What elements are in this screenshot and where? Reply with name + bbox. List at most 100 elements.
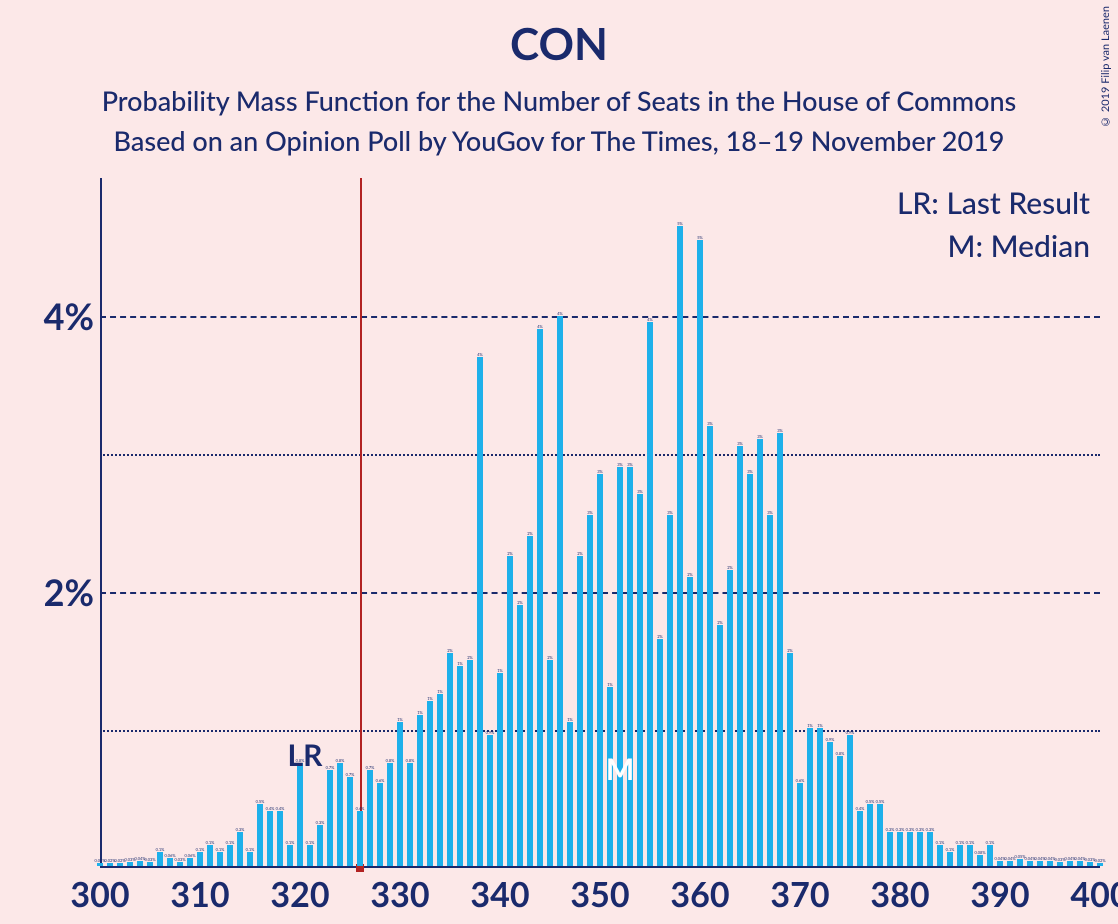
- bar-value-label: 2%: [657, 634, 663, 639]
- bar: 3%: [617, 467, 623, 866]
- bar: 1%: [457, 666, 463, 866]
- bar: 0.4%: [277, 811, 283, 866]
- bar-value-label: 1%: [397, 717, 403, 722]
- x-tick-label: 370: [770, 874, 829, 915]
- bar: 0.3%: [897, 832, 903, 866]
- bar: 0.1%: [937, 845, 943, 866]
- bar-value-label: 5%: [677, 221, 683, 226]
- bar-value-label: 3%: [747, 469, 753, 474]
- x-tick-label: 400: [1070, 874, 1118, 915]
- bar: 0.1%: [247, 852, 253, 866]
- bar-value-label: 3%: [587, 510, 593, 515]
- last-result-marker-label: LR: [288, 737, 323, 773]
- bar-value-label: 0.4%: [276, 806, 285, 811]
- bar: 2%: [507, 556, 513, 866]
- bar: 0.1%: [217, 852, 223, 866]
- bar-value-label: 0.5%: [866, 799, 875, 804]
- bar: 0.05%: [1017, 859, 1023, 866]
- bar-value-label: 0.08%: [974, 850, 985, 855]
- bar: 0.3%: [887, 832, 893, 866]
- bar-value-label: 4%: [647, 317, 653, 322]
- bar: 2%: [787, 653, 793, 866]
- bar: 1%: [437, 694, 443, 866]
- bar: 1%: [817, 728, 823, 866]
- bar: 0.06%: [187, 858, 193, 866]
- bar-value-label: 0.3%: [926, 827, 935, 832]
- bar: 3%: [627, 467, 633, 866]
- bar-value-label: 2%: [547, 655, 553, 660]
- bar: 0.03%: [1057, 862, 1063, 866]
- bar: 2%: [687, 577, 693, 866]
- bar: 0.3%: [317, 825, 323, 866]
- chart-subtitle-2: Based on an Opinion Poll by YouGov for T…: [0, 124, 1118, 157]
- bar-value-label: 0.7%: [326, 765, 335, 770]
- bar-value-label: 0.5%: [256, 799, 265, 804]
- chart-subtitle-1: Probability Mass Function for the Number…: [0, 84, 1118, 117]
- bar-value-label: 0.1%: [216, 847, 225, 852]
- bar-value-label: 1%: [457, 661, 463, 666]
- bar-value-label: 3%: [737, 441, 743, 446]
- bar-value-label: 2%: [467, 655, 473, 660]
- bar: 4%: [477, 357, 483, 866]
- bar-value-label: 0.1%: [246, 847, 255, 852]
- y-tick-label: 4%: [4, 294, 94, 338]
- bar: 0.02%: [1097, 863, 1103, 866]
- bar-value-label: 0.3%: [906, 827, 915, 832]
- bar-value-label: 1%: [567, 717, 573, 722]
- bar: 3%: [757, 439, 763, 866]
- bar: 0.7%: [367, 770, 373, 866]
- bar: 0.3%: [907, 832, 913, 866]
- bar-value-label: 3%: [617, 462, 623, 467]
- median-marker-label: M: [606, 751, 634, 787]
- bar: 3%: [587, 515, 593, 866]
- x-tick-label: 390: [970, 874, 1029, 915]
- bar-value-label: 0.3%: [236, 827, 245, 832]
- bar: 0.03%: [1087, 862, 1093, 866]
- bar-value-label: 1%: [817, 723, 823, 728]
- bar: 4%: [647, 322, 653, 866]
- bar: 0.6%: [377, 783, 383, 866]
- bar-value-label: 1%: [427, 696, 433, 701]
- bar: 0.7%: [347, 777, 353, 866]
- bar: 3%: [747, 474, 753, 866]
- bar: 2%: [527, 536, 533, 866]
- x-tick-labels: 300310320330340350360370380390400: [100, 874, 1100, 924]
- bar-value-label: 4%: [557, 311, 563, 316]
- bar: 1%: [497, 673, 503, 866]
- bar: 2%: [467, 660, 473, 866]
- y-tick-label: 2%: [4, 570, 94, 614]
- bar: 3%: [637, 494, 643, 866]
- bar-value-label: 2%: [727, 565, 733, 570]
- bar-value-label: 0.1%: [286, 840, 295, 845]
- bar-value-label: 0.1%: [226, 840, 235, 845]
- bar: 1%: [427, 701, 433, 866]
- bar-value-label: 0.6%: [796, 778, 805, 783]
- bar-value-label: 3%: [757, 434, 763, 439]
- bar: 0.04%: [1077, 861, 1083, 867]
- bar: 3%: [707, 426, 713, 866]
- bar: 0.02%: [107, 863, 113, 866]
- bar-value-label: 2%: [507, 551, 513, 556]
- bar: 0.04%: [1007, 861, 1013, 867]
- bar-value-label: 1%: [607, 682, 613, 687]
- bar-value-label: 0.8%: [836, 751, 845, 756]
- bar-value-label: 0.02%: [1094, 858, 1105, 863]
- bar: 5%: [697, 240, 703, 866]
- bar-value-label: 2%: [787, 648, 793, 653]
- bar: 3%: [597, 474, 603, 866]
- bar-value-label: 0.9%: [826, 737, 835, 742]
- bar-value-label: 0.3%: [916, 827, 925, 832]
- bar-value-label: 0.3%: [896, 827, 905, 832]
- bar-value-label: 3%: [597, 469, 603, 474]
- bar-value-label: 0.9%: [846, 730, 855, 735]
- bar: 5%: [677, 226, 683, 866]
- bar: 0.8%: [387, 763, 393, 866]
- bar-value-label: 0.6%: [376, 778, 385, 783]
- bar: 0.1%: [287, 845, 293, 866]
- bar-value-label: 3%: [627, 462, 633, 467]
- bar-value-label: 1%: [417, 710, 423, 715]
- bar-value-label: 1%: [497, 668, 503, 673]
- bar-value-label: 0.9%: [486, 730, 495, 735]
- bar-value-label: 2%: [687, 572, 693, 577]
- bar-value-label: 0.1%: [956, 840, 965, 845]
